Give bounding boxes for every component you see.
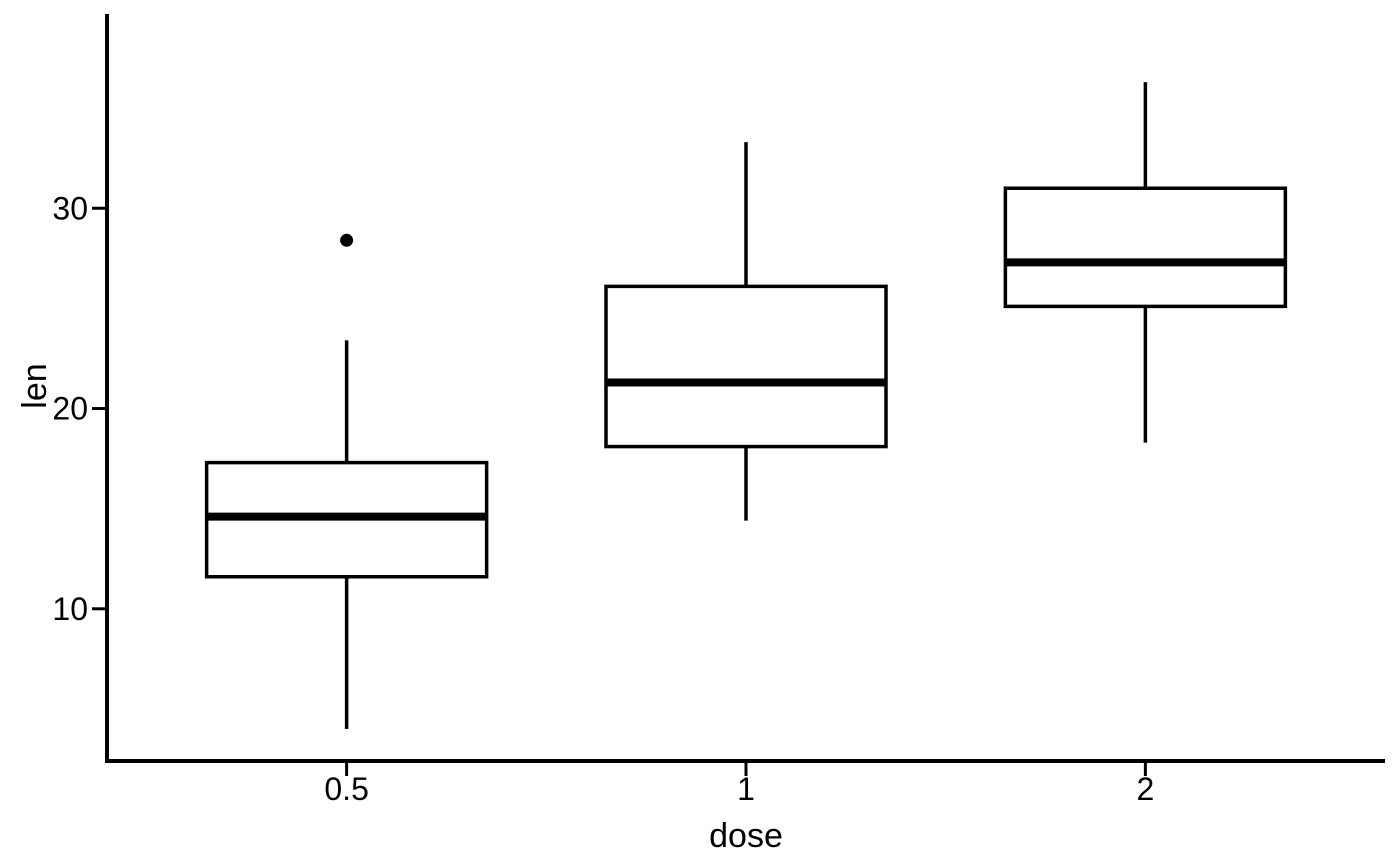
x-axis-title: dose: [709, 817, 783, 855]
y-tick-label: 30: [52, 190, 88, 226]
box-iqr: [604, 284, 888, 449]
y-axis-title: len: [16, 363, 54, 409]
x-tick-label: 2: [1136, 771, 1154, 807]
y-tick-label: 20: [52, 391, 88, 427]
x-tick-label: 1: [737, 771, 755, 807]
x-tick-label: 0.5: [324, 771, 368, 807]
box-iqr: [1003, 186, 1288, 309]
outlier-point: [340, 233, 354, 247]
y-tick-label: 10: [52, 591, 88, 627]
